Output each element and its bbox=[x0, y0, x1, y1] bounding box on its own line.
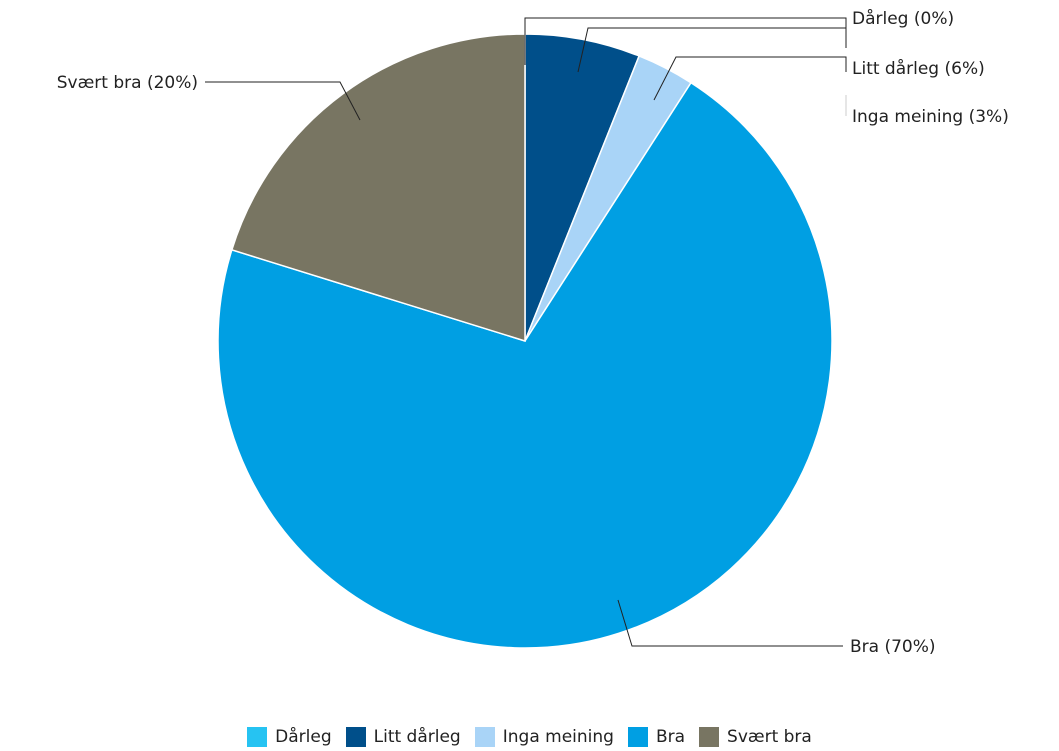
legend-label-inga-meining: Inga meining bbox=[502, 727, 614, 747]
legend-label-bra: Bra bbox=[655, 727, 686, 747]
legend-item-svaert-bra: Svært bra bbox=[699, 727, 812, 747]
data-label-svaert-bra: Svært bra (20%) bbox=[57, 73, 198, 93]
leader-line-inga-meining bbox=[653, 56, 847, 101]
data-label-darleg: Dårleg (0%) bbox=[852, 8, 954, 29]
data-label-bra: Bra (70%) bbox=[850, 637, 936, 657]
pie-slice-litt-darleg bbox=[524, 33, 641, 342]
data-label-inga-meining: Inga meining (3%) bbox=[852, 107, 1009, 127]
legend-swatch-litt-darleg bbox=[345, 727, 366, 747]
legend-swatch-darleg bbox=[247, 727, 268, 747]
leader-line-litt-darleg bbox=[577, 27, 847, 73]
pie-chart: Dårleg (0%) Litt dårleg (6%) Inga meinin… bbox=[57, 8, 1009, 657]
pie-slice-bra bbox=[217, 81, 833, 649]
data-label-litt-darleg: Litt dårleg (6%) bbox=[852, 58, 985, 79]
legend-label-litt-darleg: Litt dårleg bbox=[373, 727, 461, 747]
legend-swatch-bra bbox=[627, 727, 648, 747]
legend-swatch-svaert-bra bbox=[699, 727, 720, 747]
legend-label-svaert-bra: Svært bra bbox=[727, 727, 812, 747]
legend: Dårleg Litt dårleg Inga meining Bra Svær… bbox=[0, 723, 1059, 751]
legend-item-litt-darleg: Litt dårleg bbox=[345, 727, 461, 747]
legend-swatch-inga-meining bbox=[474, 727, 495, 747]
legend-label-darleg: Dårleg bbox=[275, 727, 332, 747]
legend-item-inga-meining: Inga meining bbox=[474, 727, 614, 747]
legend-item-darleg: Dårleg bbox=[247, 727, 332, 747]
pie-slice-svaert-bra bbox=[230, 33, 526, 343]
leader-line-svaert-bra bbox=[205, 81, 361, 121]
leader-line-bra bbox=[617, 599, 843, 647]
pie-slices bbox=[217, 33, 833, 649]
legend-item-bra: Bra bbox=[627, 727, 686, 747]
leader-lines bbox=[205, 17, 847, 647]
